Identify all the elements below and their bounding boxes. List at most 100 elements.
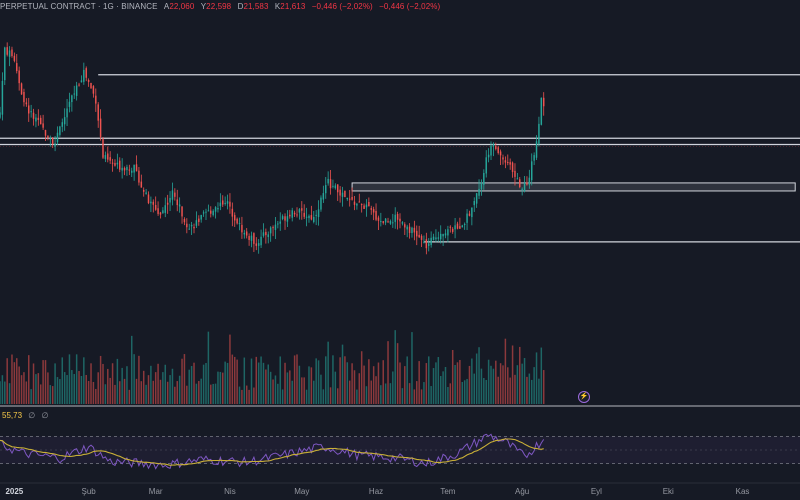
candle-body [75,85,78,96]
volume-bar [377,362,380,404]
candle-body [202,212,205,214]
volume-bar [87,380,90,404]
volume-bar [236,359,238,404]
candle-body [372,209,375,213]
candle-body [11,49,13,57]
volume-bar [61,357,64,404]
candle-body [408,226,411,233]
candle-body [269,227,272,234]
candle-body [83,69,85,82]
volume-bar [416,381,418,404]
candle-body [360,203,363,205]
candle-body [538,123,540,144]
candle-body [6,47,8,55]
volume-bar [47,372,49,404]
candle-body [317,209,320,218]
volume-bar [310,367,313,404]
volume-bar [207,331,210,404]
volume-bar [499,363,502,404]
low-value: 21,583 [243,2,269,11]
candle-body [281,216,284,220]
volume-bar [305,389,308,404]
candle-body [66,108,68,118]
candle-body [284,216,286,221]
candle-body [200,214,202,220]
candle-body [262,232,265,236]
volume-bar [368,359,370,404]
volume-bar [344,356,346,404]
volume-bar [205,362,207,404]
candle-body [219,202,222,207]
volume-bar [222,372,224,404]
candle-body [435,237,437,240]
candle-body [449,226,452,228]
candle-body [154,204,157,210]
volume-bar [138,355,140,404]
candle-body [533,155,535,161]
candle-body [59,126,61,135]
rsi-legend[interactable]: 55,73 ∅ ∅ [2,411,48,420]
x-tick-label: Eyl [590,487,602,496]
symbol-header[interactable]: PERPETUAL CONTRACT · 1G · BINANCE A22,06… [0,2,440,11]
high-value: 22,598 [206,2,232,11]
candle-body [301,208,303,211]
candle-body [56,132,59,143]
volume-bar [423,382,425,404]
volume-bar [511,345,514,404]
candle-body [231,208,234,217]
candle-body [229,201,231,207]
candle-body [420,235,423,240]
candle-body [162,210,164,214]
volume-bar [95,388,97,404]
volume-bar [119,381,121,404]
candle-body [236,218,238,224]
close-key: K [274,2,281,11]
candle-body [102,139,104,158]
candle-body [18,70,20,84]
volume-bar [351,363,353,404]
volume-bar [533,367,535,404]
volume-bar [104,384,107,404]
candle-body [394,214,396,222]
candle-body [128,169,131,171]
candle-body [334,185,337,189]
volume-bar [504,338,507,404]
volume-bar [162,372,164,404]
candle-body [267,234,270,238]
volume-bar [435,362,437,404]
candle-body [341,192,344,197]
volume-bar [348,380,351,404]
volume-bar [291,380,293,404]
volume-bar [526,376,528,404]
x-tick-label: Ağu [515,487,530,496]
volume-bar [296,354,298,404]
x-tick-label: Şub [81,487,96,496]
candle-body [418,234,420,238]
candle-body [164,205,167,213]
volume-bar [99,355,102,404]
x-tick-label: Nis [224,487,236,496]
candle-body [303,212,305,217]
volume-bar [195,383,198,404]
candle-body [502,157,504,160]
candle-body [87,79,90,83]
volume-bar [8,383,11,404]
volume-bar [399,362,401,404]
candle-body [310,215,313,220]
volume-bar [145,384,147,404]
candle-body [255,243,258,246]
volume-bar [315,358,317,404]
volume-bar [332,355,334,404]
volume-bar [336,388,339,404]
candle-body [61,122,64,127]
volume-bar [396,343,399,404]
candle-body [286,216,289,222]
volume-bar [25,381,28,404]
candle-body [365,204,368,208]
candle-body [39,117,42,125]
volume-bar [245,385,248,404]
volume-bar [528,373,531,404]
candle-body [291,210,293,218]
lightning-icon[interactable]: ⚡ [578,391,590,403]
